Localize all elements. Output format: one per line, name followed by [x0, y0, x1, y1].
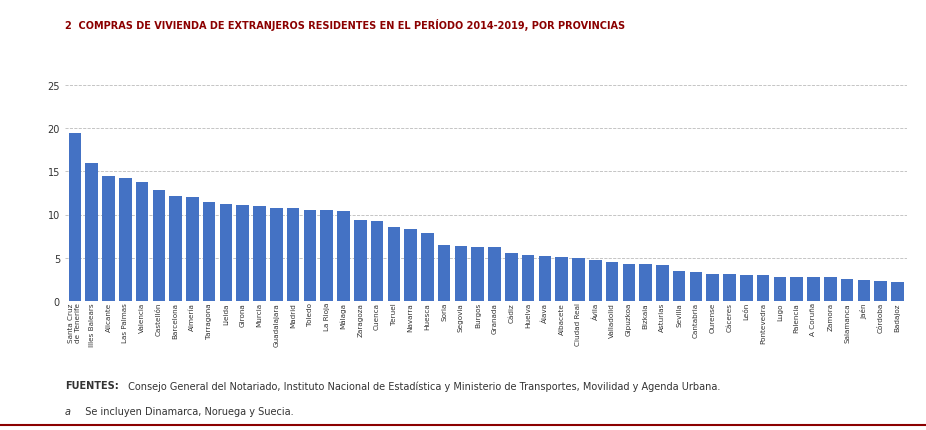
Bar — [370, 222, 383, 301]
Bar — [488, 248, 501, 301]
Bar — [589, 261, 602, 301]
Text: a: a — [65, 406, 70, 416]
Bar — [69, 133, 81, 301]
Bar — [522, 255, 534, 301]
Bar — [236, 206, 249, 301]
Bar — [421, 234, 433, 301]
Bar — [707, 274, 720, 301]
Bar — [354, 220, 367, 301]
Bar — [639, 265, 652, 301]
Bar — [857, 280, 870, 301]
Bar — [304, 211, 316, 301]
Bar — [606, 262, 619, 301]
Bar — [270, 208, 282, 301]
Text: Consejo General del Notariado, Instituto Nacional de Estadística y Ministerio de: Consejo General del Notariado, Instituto… — [125, 381, 720, 391]
Bar — [287, 209, 299, 301]
Bar — [337, 212, 350, 301]
Text: Se incluyen Dinamarca, Noruega y Suecia.: Se incluyen Dinamarca, Noruega y Suecia. — [79, 406, 294, 416]
Bar — [690, 273, 702, 301]
Bar — [203, 203, 216, 301]
Bar — [455, 247, 468, 301]
Bar — [657, 266, 669, 301]
Bar — [556, 257, 568, 301]
Bar — [253, 206, 266, 301]
Bar — [622, 264, 635, 301]
Bar — [824, 278, 836, 301]
Bar — [320, 211, 333, 301]
Bar — [505, 254, 518, 301]
Bar — [85, 163, 98, 301]
Bar — [186, 198, 199, 301]
Bar — [773, 277, 786, 301]
Bar — [169, 196, 181, 301]
Bar — [471, 248, 484, 301]
Bar — [438, 245, 450, 301]
Bar — [723, 274, 736, 301]
Bar — [153, 191, 165, 301]
Bar — [219, 205, 232, 301]
Bar — [891, 282, 904, 301]
Bar — [874, 281, 887, 301]
Text: 2  COMPRAS DE VIVIENDA DE EXTRANJEROS RESIDENTES EN EL PERÍODO 2014-2019, POR PR: 2 COMPRAS DE VIVIENDA DE EXTRANJEROS RES… — [65, 19, 625, 31]
Bar — [673, 271, 685, 301]
Text: FUENTES:: FUENTES: — [65, 381, 119, 390]
Bar — [405, 230, 417, 301]
Bar — [136, 182, 148, 301]
Bar — [388, 227, 400, 301]
Bar — [757, 275, 770, 301]
Bar — [740, 275, 753, 301]
Bar — [841, 280, 854, 301]
Bar — [791, 277, 803, 301]
Bar — [572, 258, 584, 301]
Bar — [119, 179, 131, 301]
Bar — [807, 277, 820, 301]
Bar — [102, 176, 115, 301]
Bar — [539, 256, 551, 301]
